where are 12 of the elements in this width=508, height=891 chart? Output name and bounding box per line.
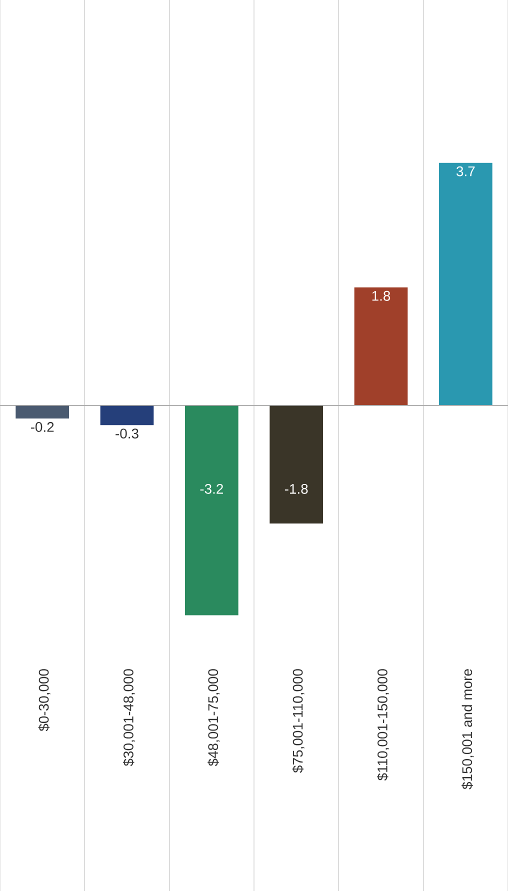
x-tick-label: $48,001-75,000 <box>208 669 220 766</box>
x-tick-label: $150,001 and more <box>462 669 474 790</box>
data-label: -1.8 <box>284 484 308 494</box>
data-label: -0.2 <box>30 422 54 432</box>
data-label: 1.8 <box>372 290 390 301</box>
x-tick-label: $0-30,000 <box>38 669 50 732</box>
x-tick-label: $110,001-150,000 <box>376 669 390 781</box>
data-label: -3.2 <box>200 484 223 494</box>
x-tick-label: $75,001-110,000 <box>292 669 304 773</box>
data-label: 3.7 <box>456 166 475 176</box>
x-tick-label: $30,001-48,000 <box>122 669 136 766</box>
data-label: -0.3 <box>116 428 138 439</box>
